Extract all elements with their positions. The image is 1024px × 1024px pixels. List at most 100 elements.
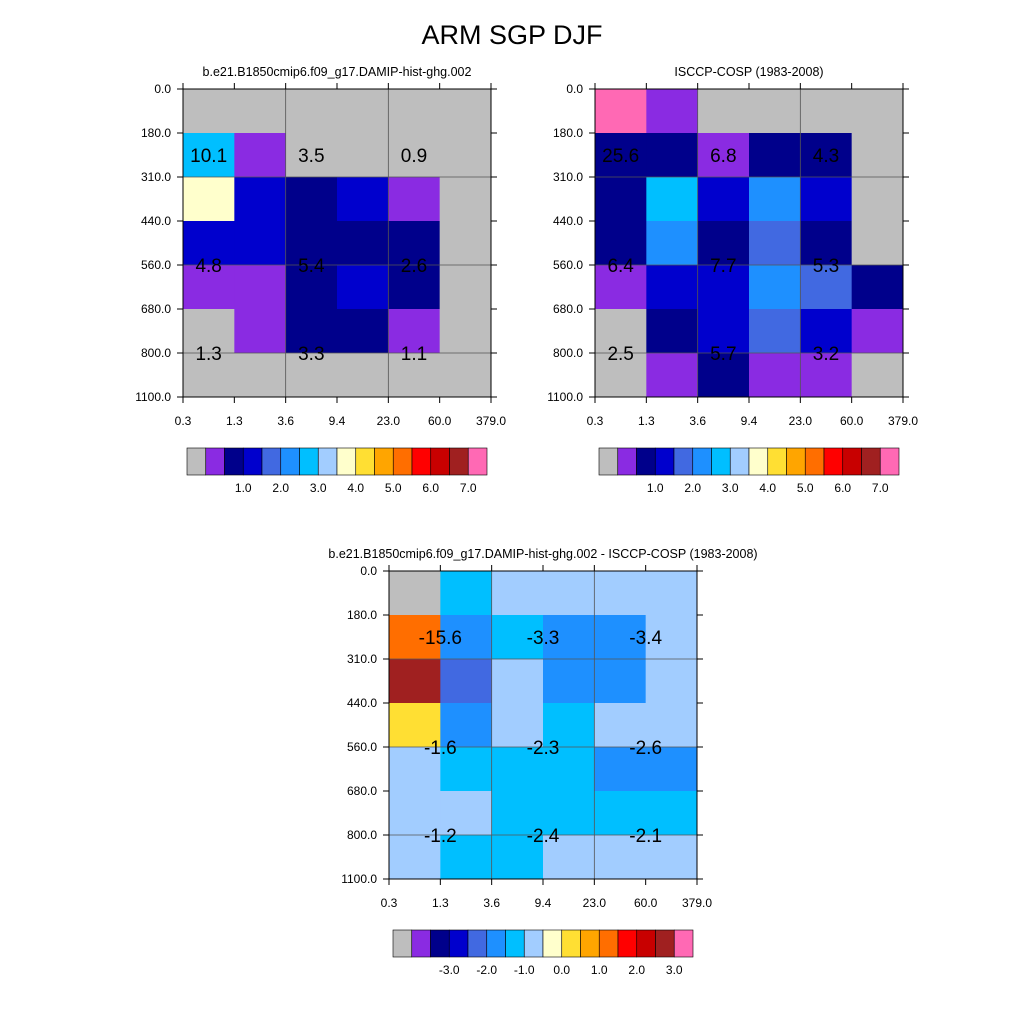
heatmap-cell	[389, 703, 441, 748]
y-tick-label: 440.0	[141, 214, 171, 228]
y-tick-label: 1100.0	[341, 872, 377, 886]
y-tick-label: 560.0	[553, 258, 583, 272]
heatmap-cell	[389, 615, 441, 660]
heatmap-cell	[851, 353, 904, 398]
colorbar-swatch	[748, 447, 769, 476]
cell-annotation: 3.3	[298, 344, 324, 365]
heatmap-cell	[595, 309, 647, 354]
colorbar-swatch	[486, 929, 506, 958]
heatmap-cell	[645, 615, 698, 660]
heatmap-cell	[594, 835, 647, 880]
cell-annotation: -2.1	[629, 826, 662, 847]
y-tick-label: 0.0	[566, 82, 583, 96]
y-tick-label: 310.0	[347, 652, 377, 666]
heatmap-cell	[337, 221, 389, 266]
cell-annotation: 2.5	[607, 344, 633, 365]
heatmap-cell	[183, 89, 235, 134]
colorbar-swatch	[430, 929, 450, 958]
heatmap-cell	[491, 747, 544, 792]
heatmap-cell	[388, 309, 441, 354]
colorbar-swatch	[617, 929, 638, 958]
heatmap-cell	[440, 615, 493, 660]
heatmap-cell	[439, 177, 492, 222]
x-tick-label: 9.4	[741, 414, 758, 428]
heatmap-cell	[183, 177, 235, 222]
colorbar: 1.0 2.0 3.0 4.0 5.0 6.0 7.0	[186, 447, 488, 495]
heatmap-cell	[285, 265, 338, 310]
heatmap-cell	[388, 353, 441, 398]
heatmap-cell	[439, 89, 492, 134]
cell-annotation: -15.6	[419, 628, 462, 649]
heatmap-cell	[440, 571, 493, 616]
cell-annotation: 6.4	[607, 256, 634, 277]
colorbar-swatch	[186, 447, 207, 476]
heatmap-cell	[697, 133, 750, 178]
heatmap-cell	[337, 265, 389, 310]
colorbar-swatch	[523, 929, 544, 958]
x-tick-label: 379.0	[476, 414, 506, 428]
panel-title: b.e21.B1850cmip6.f09_g17.DAMIP-hist-ghg.…	[328, 547, 757, 561]
colorbar-swatch	[580, 929, 600, 958]
colorbar-swatch	[299, 447, 319, 476]
y-tick-label: 680.0	[141, 302, 171, 316]
heatmap-cell	[594, 791, 647, 836]
cell-annotation: -3.3	[527, 628, 560, 649]
heatmap-cell	[337, 309, 389, 354]
heatmap-cell	[697, 221, 750, 266]
colorbar-swatch	[448, 929, 469, 958]
heatmap-cell	[234, 265, 287, 310]
heatmap-cell	[388, 177, 441, 222]
x-tick-label: 3.6	[277, 414, 294, 428]
heatmap-panel-3: b.e21.B1850cmip6.f09_g17.DAMIP-hist-ghg.…	[328, 547, 757, 977]
colorbar-swatch	[673, 447, 694, 476]
heatmap-cell	[491, 791, 544, 836]
heatmap-cell	[595, 133, 647, 178]
colorbar-label: 7.0	[460, 481, 477, 495]
heatmap-cell	[183, 133, 235, 178]
x-tick-label: 1.3	[226, 414, 243, 428]
heatmap-cell	[594, 703, 647, 748]
heatmap-cell	[389, 747, 441, 792]
heatmap-cell	[646, 177, 699, 222]
heatmap-cell	[851, 133, 904, 178]
colorbar-swatch	[636, 929, 656, 958]
x-tick-label: 379.0	[682, 896, 712, 910]
heatmap-cell	[697, 353, 750, 398]
colorbar-swatch	[392, 447, 413, 476]
colorbar-swatch	[242, 447, 263, 476]
heatmap-cell	[389, 791, 441, 836]
heatmap-cell	[183, 221, 235, 266]
cell-annotation: 6.8	[710, 146, 736, 167]
cell-annotation: 5.3	[813, 256, 839, 277]
colorbar-swatch	[261, 447, 282, 476]
heatmap-cell	[439, 133, 492, 178]
colorbar-swatch	[861, 447, 881, 476]
heatmap-cell	[697, 309, 750, 354]
cell-annotation: 4.8	[195, 256, 221, 277]
heatmap-cell	[183, 265, 235, 310]
colorbar-label: 4.0	[759, 481, 776, 495]
colorbar-label: 1.0	[235, 481, 252, 495]
heatmap-cell	[594, 747, 647, 792]
heatmap-cell	[234, 133, 287, 178]
heatmap-cell	[337, 89, 389, 134]
heatmap-cell	[595, 177, 647, 222]
colorbar-swatch	[411, 929, 431, 958]
x-tick-label: 1.3	[432, 896, 449, 910]
heatmap-cell	[337, 177, 389, 222]
colorbar-swatch	[655, 929, 675, 958]
colorbar-swatch	[692, 447, 712, 476]
heatmap-cell	[543, 791, 595, 836]
colorbar-label: 6.0	[834, 481, 851, 495]
heatmap-cell	[439, 221, 492, 266]
cell-annotation: 1.3	[195, 344, 221, 365]
heatmap-cell	[594, 571, 647, 616]
colorbar-swatch	[767, 447, 787, 476]
y-tick-label: 180.0	[347, 608, 377, 622]
cell-annotation: 3.5	[298, 146, 324, 167]
heatmap-cell	[491, 615, 544, 660]
y-tick-label: 180.0	[141, 126, 171, 140]
colorbar-swatch	[879, 447, 900, 476]
heatmap-cell	[595, 353, 647, 398]
